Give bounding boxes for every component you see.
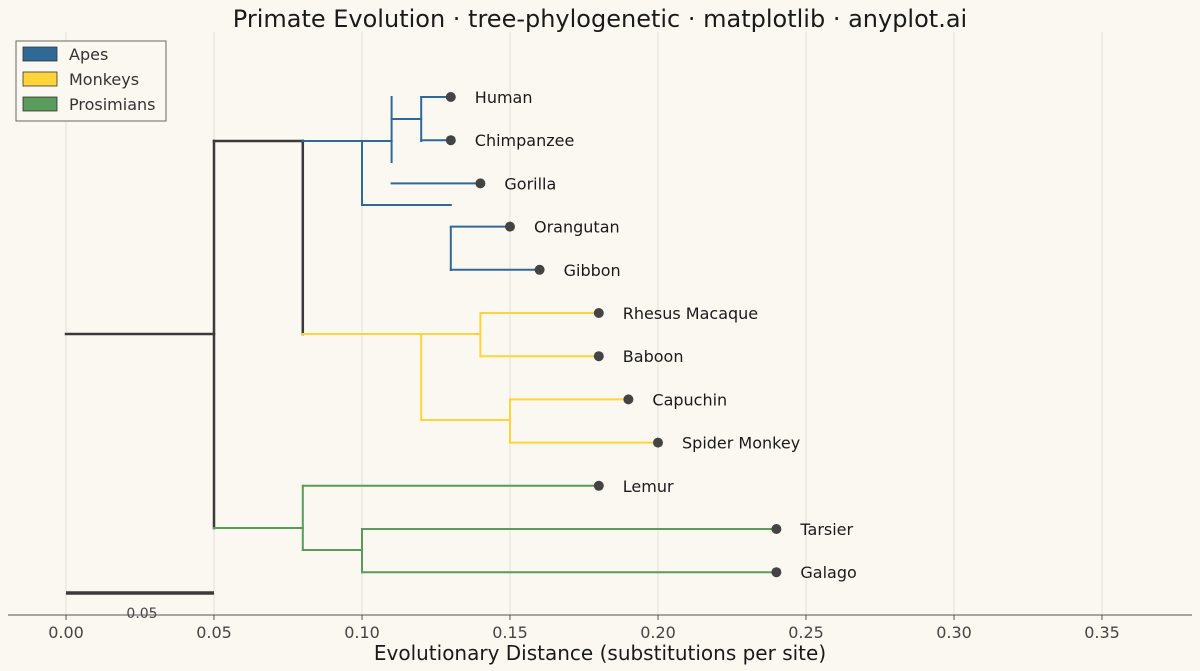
leaf-node-dot: [771, 567, 782, 578]
x-axis-label: Evolutionary Distance (substitutions per…: [374, 641, 826, 665]
x-tick-label: 0.15: [492, 623, 528, 642]
leaf-label: Lemur: [623, 477, 674, 496]
x-tick-label: 0.00: [48, 623, 84, 642]
x-tick-label: 0.25: [788, 623, 824, 642]
x-tick-label: 0.20: [640, 623, 676, 642]
scale-bar-label: 0.05: [126, 606, 157, 622]
leaf-label: Orangutan: [534, 218, 620, 237]
scale-bar: 0.05: [66, 591, 214, 622]
tree-leaves: Human Chimpanzee Gorilla Orangutan Gibbon Rhe…: [445, 88, 857, 582]
leaf-node-dot: [445, 92, 456, 102]
leaf-node-dot: [623, 394, 634, 405]
grid-lines: [65, 32, 1103, 615]
legend: Apes Monkeys Prosimians: [15, 40, 167, 122]
leaf-node-dot: [445, 135, 456, 146]
leaf-node-dot: [593, 351, 604, 362]
x-tick-label: 0.35: [1084, 623, 1120, 642]
tree-branches: [64, 96, 778, 574]
leaf-label: Spider Monkey: [682, 434, 800, 453]
legend-swatch: [22, 96, 58, 112]
leaf-label: Chimpanzee: [475, 131, 575, 150]
x-tick-label: 0.10: [344, 623, 380, 642]
legend-swatch: [22, 71, 58, 87]
leaf-label: Tarsier: [799, 520, 853, 539]
leaf-node-dot: [593, 308, 604, 318]
legend-swatch: [22, 46, 58, 62]
leaf-label: Human: [475, 88, 533, 107]
leaf-label: Baboon: [623, 347, 684, 366]
leaf-node-dot: [771, 524, 782, 534]
x-tick-label: 0.05: [196, 623, 232, 642]
legend-label: Prosimians: [69, 95, 155, 114]
legend-label: Apes: [69, 45, 108, 64]
leaf-node-dot: [593, 480, 604, 491]
leaf-node-dot: [534, 264, 545, 275]
leaf-label: Gorilla: [504, 174, 556, 193]
chart-title: Primate Evolution · tree-phylogenetic · …: [233, 5, 967, 33]
leaf-label: Galago: [800, 563, 856, 582]
leaf-node-dot: [475, 178, 486, 189]
leaf-label: Gibbon: [564, 261, 621, 280]
leaf-label: Capuchin: [652, 390, 727, 409]
leaf-node-dot: [653, 437, 663, 448]
x-axis-ticks: 0.00 0.05 0.10 0.15 0.20 0.25 0.30 0.35: [48, 615, 1120, 642]
leaf-label: Rhesus Macaque: [623, 304, 758, 323]
x-tick-label: 0.30: [936, 623, 972, 642]
leaf-node-dot: [505, 221, 515, 232]
legend-label: Monkeys: [69, 70, 139, 89]
